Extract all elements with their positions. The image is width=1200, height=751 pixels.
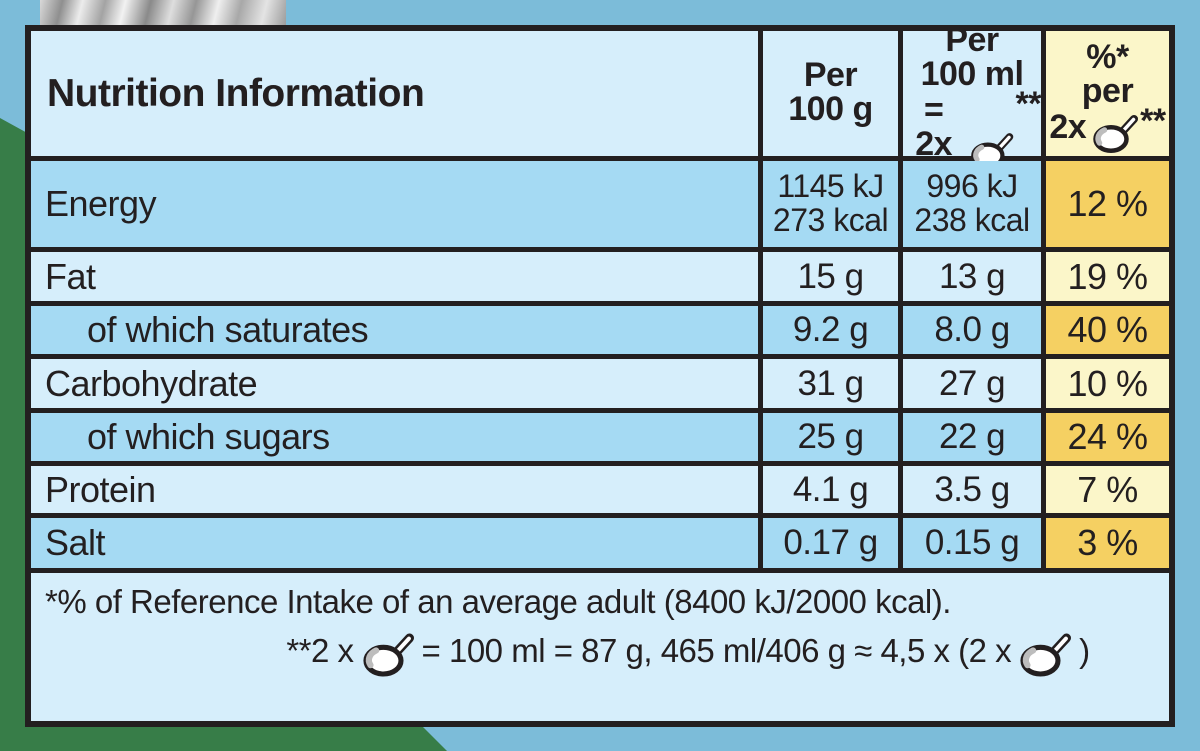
row-label-salt: Salt — [31, 518, 758, 568]
sugars-ri-percent: 24 % — [1046, 413, 1169, 461]
carbohydrate-per-100g: 31 g — [763, 359, 898, 408]
footnote-reference-intake: *% of Reference Intake of an average adu… — [45, 583, 951, 620]
nutrition-table: Nutrition Information Per 100 g Per 100 … — [25, 23, 1175, 727]
header-suffix: ** — [1015, 84, 1042, 123]
fat-per-100ml: 13 g — [903, 252, 1041, 301]
header-line: Per — [803, 55, 858, 94]
footnote-part: ) — [1079, 631, 1090, 669]
package-photo-fragment — [40, 0, 286, 27]
header-prefix: = 2x — [915, 90, 953, 163]
footnote-part: **2 x — [286, 631, 354, 669]
protein-per-100ml: 3.5 g — [903, 466, 1041, 513]
protein-ri-percent: 7 % — [1046, 466, 1169, 513]
energy-per-100g: 1145 kJ 273 kcal — [763, 161, 898, 247]
fat-ri-percent: 19 % — [1046, 252, 1169, 301]
measuring-spoon-icon — [362, 633, 414, 677]
measuring-spoon-icon — [1020, 633, 1072, 677]
header-line: per — [1081, 71, 1134, 110]
row-label-sugars: of which sugars — [31, 413, 758, 461]
carbohydrate-per-100ml: 27 g — [903, 359, 1041, 408]
sugars-per-100g: 25 g — [763, 413, 898, 461]
saturates-per-100ml: 8.0 g — [903, 306, 1041, 354]
row-label-protein: Protein — [31, 466, 758, 513]
salt-ri-percent: 3 % — [1046, 518, 1169, 568]
energy-per-100ml: 996 kJ 238 kcal — [903, 161, 1041, 247]
footnote-spoon-equivalence: **2 x = 100 ml = 87 g, 465 ml/406 g ≈ 4,… — [133, 631, 1200, 677]
header-line-spoon: 2x ** — [1049, 104, 1166, 153]
header-line: 100 ml — [920, 54, 1024, 93]
header-line: %* — [1086, 37, 1129, 76]
header-suffix: ** — [1140, 101, 1166, 140]
header-line-spoon: = 2x ** — [903, 87, 1042, 169]
table-title: Nutrition Information — [31, 31, 758, 156]
row-label-energy: Energy — [31, 161, 758, 247]
energy-ri-percent: 12 % — [1046, 161, 1169, 247]
saturates-ri-percent: 40 % — [1046, 306, 1169, 354]
header-line: 100 g — [788, 89, 873, 128]
salt-per-100g: 0.17 g — [763, 518, 898, 568]
header-prefix: 2x — [1049, 107, 1087, 146]
measuring-spoon-icon — [1093, 114, 1139, 153]
row-label-carbohydrate: Carbohydrate — [31, 359, 758, 408]
row-label-fat: Fat — [31, 252, 758, 301]
value-line: 273 kcal — [772, 202, 889, 238]
protein-per-100g: 4.1 g — [763, 466, 898, 513]
row-label-saturates: of which saturates — [31, 306, 758, 354]
carbohydrate-ri-percent: 10 % — [1046, 359, 1169, 408]
fat-per-100g: 15 g — [763, 252, 898, 301]
column-header-per-100ml: Per 100 ml = 2x ** — [903, 23, 1042, 169]
footnote-part: = 100 ml = 87 g, 465 ml/406 g ≈ 4,5 x (2… — [421, 631, 1012, 669]
value-line: 238 kcal — [914, 202, 1030, 238]
value-line: 1145 kJ — [777, 168, 884, 205]
sugars-per-100ml: 22 g — [903, 413, 1041, 461]
column-header-per-100g: Per 100 g — [763, 31, 898, 156]
salt-per-100ml: 0.15 g — [903, 518, 1041, 568]
saturates-per-100g: 9.2 g — [763, 306, 898, 354]
value-line: 996 kJ — [926, 168, 1018, 205]
measuring-spoon-icon — [971, 132, 1014, 169]
column-header-ri-percent: %* per 2x ** — [1046, 31, 1169, 156]
header-line: Per — [945, 20, 999, 59]
footnotes: *% of Reference Intake of an average adu… — [31, 573, 1169, 721]
